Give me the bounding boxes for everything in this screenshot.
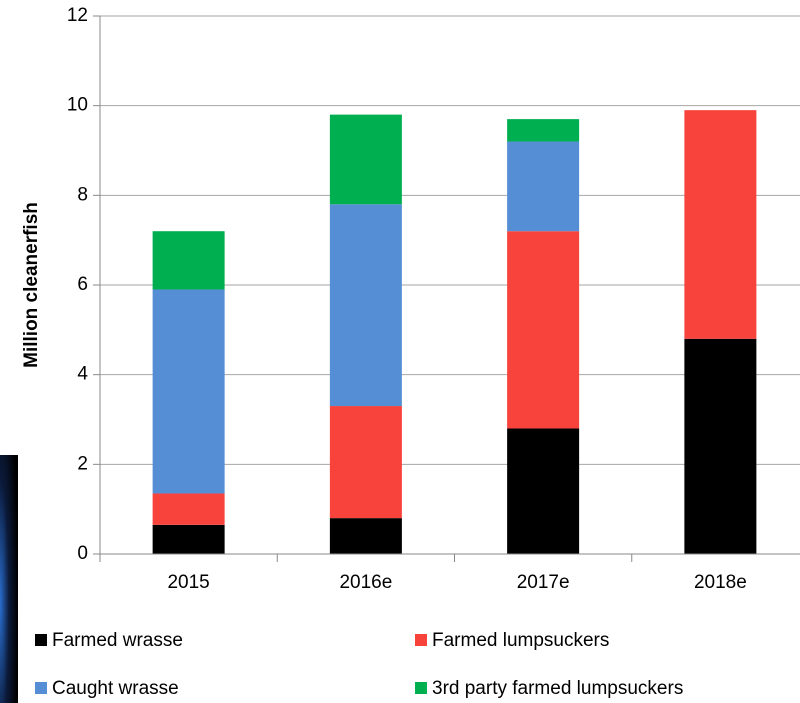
- y-tick-label: 4: [77, 364, 88, 385]
- legend-label: Farmed lumpsuckers: [432, 630, 609, 651]
- y-tick-label: 2: [77, 453, 88, 474]
- bar-segment: [152, 289, 225, 494]
- y-tick-label: 6: [77, 274, 88, 295]
- bar-segment: [684, 110, 757, 339]
- bar-segment: [507, 119, 580, 142]
- x-tick-label: 2017e: [517, 572, 570, 593]
- bar-segment: [152, 493, 225, 525]
- legend-label: Farmed wrasse: [52, 630, 183, 651]
- legend-swatch: [35, 682, 47, 694]
- background-image: [0, 455, 18, 703]
- bar-segment: [152, 524, 225, 554]
- legend-label: Caught wrasse: [52, 678, 179, 699]
- bar-segment: [684, 338, 757, 554]
- y-tick-label: 10: [67, 95, 88, 116]
- bar-segment: [329, 204, 402, 407]
- bar-segment: [329, 518, 402, 554]
- bar-segment: [507, 141, 580, 232]
- bar-segment: [329, 406, 402, 519]
- bar-segment: [507, 428, 580, 554]
- legend-swatch: [35, 634, 47, 646]
- legend-swatch: [415, 682, 427, 694]
- y-tick-label: 12: [67, 5, 88, 26]
- x-tick-label: 2016e: [339, 572, 392, 593]
- x-tick-label: 2018e: [694, 572, 747, 593]
- bar-segment: [507, 231, 580, 429]
- y-axis-label: Million cleanerfish: [21, 202, 42, 368]
- bar-segment: [152, 231, 225, 290]
- x-tick-label: 2015: [167, 572, 209, 593]
- y-tick-label: 8: [77, 184, 88, 205]
- legend-swatch: [415, 634, 427, 646]
- legend-label: 3rd party farmed lumpsuckers: [432, 678, 683, 699]
- bar-segment: [329, 114, 402, 205]
- y-tick-label: 0: [77, 543, 88, 564]
